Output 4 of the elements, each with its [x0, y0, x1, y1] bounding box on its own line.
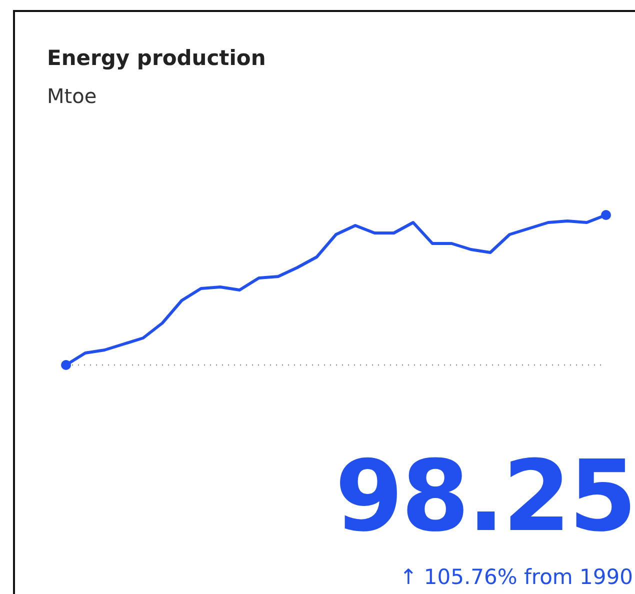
chart-title: Energy production: [47, 46, 266, 70]
text: ↑ 105.76% from 1990: [400, 565, 633, 589]
text: 98.25: [335, 440, 635, 554]
chart-subtitle: Mtoe: [47, 84, 97, 108]
